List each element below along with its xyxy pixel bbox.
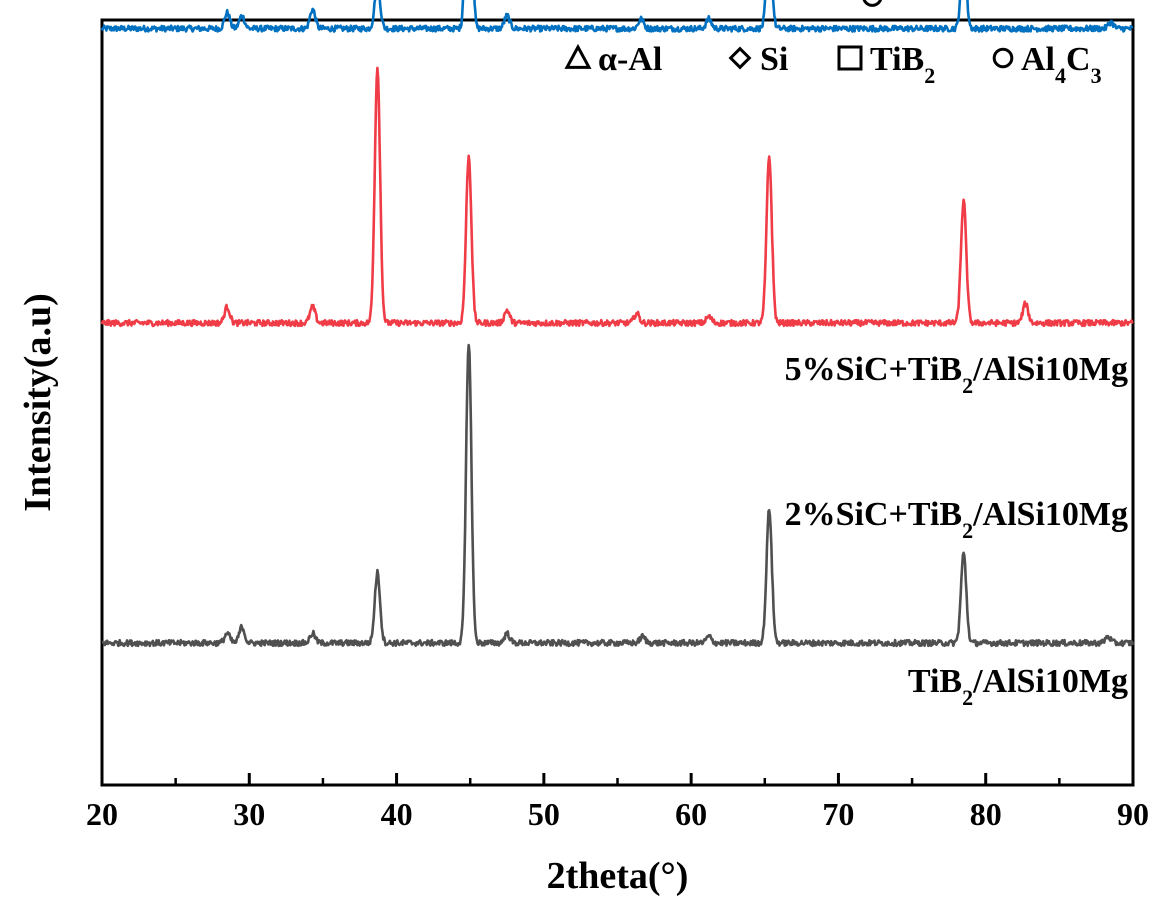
x-tick-label: 60 xyxy=(675,796,707,832)
series-labels: 5%SiC+TiB2/AlSi10Mg 2%SiC+TiB2/AlSi10Mg Ti… xyxy=(785,351,1128,710)
phase-markers xyxy=(862,0,883,7)
x-tick-label: 50 xyxy=(528,796,560,832)
legend-al4c3-label: Al4C3 xyxy=(1021,41,1102,88)
x-tick-label: 20 xyxy=(86,796,118,832)
x-tick-label: 70 xyxy=(822,796,854,832)
legend-alpha-al-label: α-Al xyxy=(598,41,662,78)
series-line-0 xyxy=(100,0,1134,33)
x-axis-title: 2theta(°) xyxy=(547,855,689,897)
series-line-2 xyxy=(101,343,1135,648)
series-label-1: 2%SiC+TiB2/AlSi10Mg xyxy=(785,496,1128,543)
circle-marker xyxy=(862,0,883,7)
series-label-0: 5%SiC+TiB2/AlSi10Mg xyxy=(785,351,1128,398)
series-lines xyxy=(100,0,1135,648)
legend: α-Al Si TiB2 Al4C3 xyxy=(564,41,1102,88)
legend-tib2-symbol xyxy=(837,45,863,71)
x-tick-label: 80 xyxy=(970,796,1002,832)
legend-si-label: Si xyxy=(760,41,788,78)
x-tick-label: 90 xyxy=(1117,796,1149,832)
y-axis-title: Intensity(a.u) xyxy=(17,293,59,512)
legend-tib2-label: TiB2 xyxy=(870,41,935,88)
legend-alpha-al-symbol xyxy=(564,43,592,69)
series-line-1 xyxy=(100,66,1134,328)
x-tick-label: 30 xyxy=(233,796,265,832)
x-tick-label: 40 xyxy=(381,796,413,832)
x-axis-ticks: 20 30 40 50 60 70 80 90 xyxy=(86,773,1149,832)
legend-si-symbol xyxy=(728,46,752,70)
series-label-2: TiB2/AlSi10Mg xyxy=(908,663,1128,710)
legend-al4c3-symbol xyxy=(992,47,1014,69)
